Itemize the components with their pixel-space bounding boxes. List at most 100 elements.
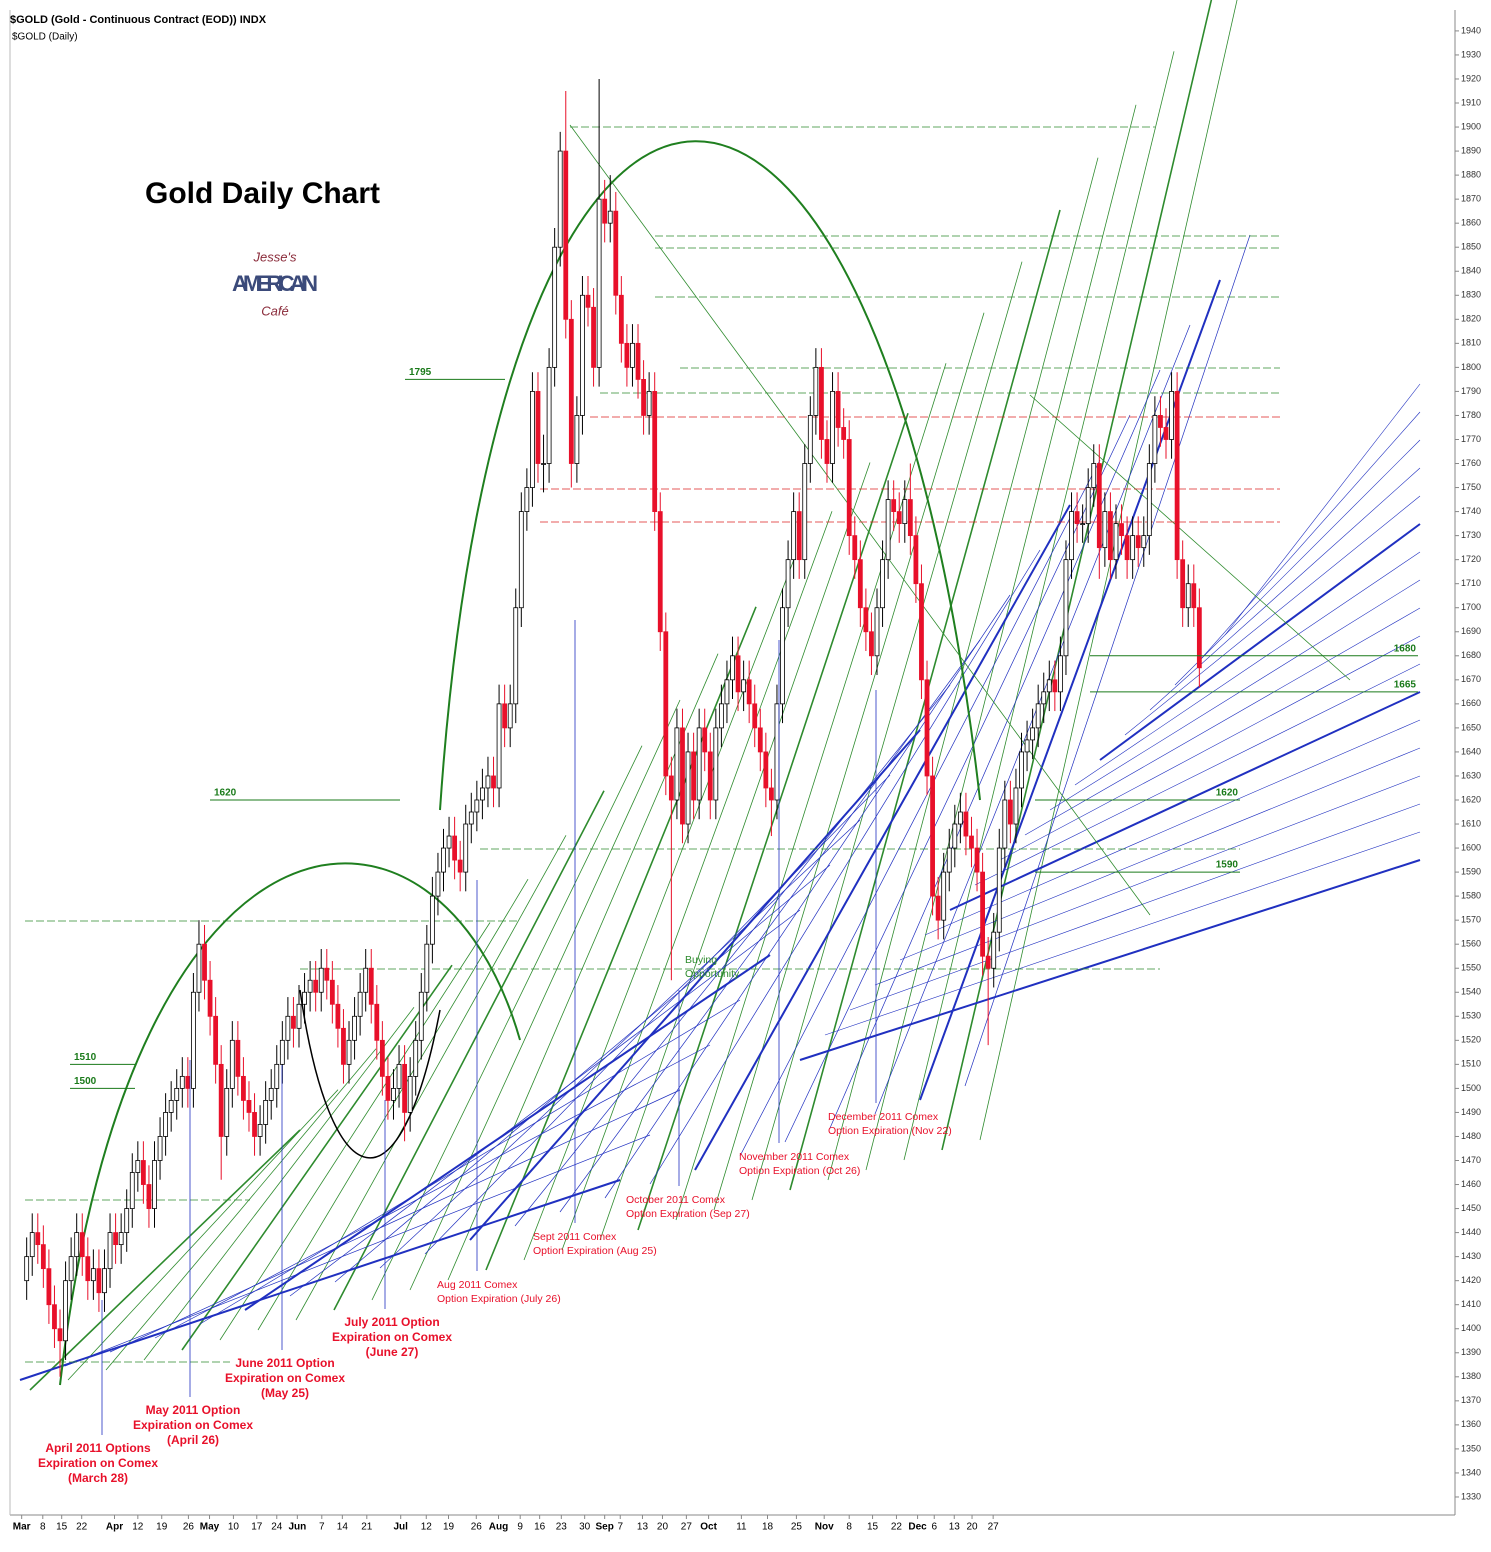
x-tick-label: 26 bbox=[471, 1522, 483, 1533]
candle-body bbox=[1135, 535, 1141, 549]
candle-body bbox=[168, 1100, 174, 1113]
candle-body bbox=[846, 439, 852, 537]
y-tick-label: 1640 bbox=[1461, 746, 1481, 756]
candle-body bbox=[835, 391, 841, 428]
candle-body bbox=[263, 1100, 269, 1125]
candle-body bbox=[702, 727, 708, 753]
candle-body bbox=[819, 366, 824, 440]
candle-body bbox=[496, 703, 502, 789]
fan-line bbox=[1224, 383, 1421, 636]
level-label: 1500 bbox=[74, 1076, 97, 1087]
candle-body bbox=[657, 511, 663, 633]
level-label: 1620 bbox=[214, 788, 237, 799]
x-tick-label: Oct bbox=[700, 1522, 717, 1533]
candle-body bbox=[441, 847, 446, 873]
y-tick-label: 1750 bbox=[1461, 482, 1481, 492]
candle-body bbox=[352, 1015, 357, 1041]
candle-body bbox=[207, 979, 213, 1017]
annotation: (June 27) bbox=[366, 1345, 419, 1359]
y-tick-label: 1700 bbox=[1461, 602, 1481, 612]
candle-body bbox=[630, 342, 635, 368]
candles bbox=[24, 78, 1202, 1377]
candle-body bbox=[902, 499, 908, 525]
y-tick-label: 1790 bbox=[1461, 386, 1481, 396]
candle-body bbox=[1102, 511, 1108, 549]
x-tick-label: 20 bbox=[657, 1522, 669, 1533]
x-tick-label: 16 bbox=[534, 1522, 546, 1533]
candle-body bbox=[179, 1075, 185, 1089]
x-tick-label: 18 bbox=[762, 1522, 774, 1533]
x-tick-label: 27 bbox=[681, 1522, 693, 1533]
fan-line bbox=[559, 639, 981, 1213]
candle-body bbox=[157, 1136, 163, 1161]
y-tick-label: 1850 bbox=[1461, 242, 1481, 252]
candle-body bbox=[1174, 391, 1180, 561]
candle-body bbox=[896, 511, 902, 525]
candle-body bbox=[824, 439, 830, 464]
candle-body bbox=[480, 787, 485, 801]
candle-body bbox=[191, 991, 196, 1089]
y-tick-label: 1440 bbox=[1461, 1227, 1481, 1237]
candle-body bbox=[1108, 511, 1113, 561]
candle-body bbox=[946, 847, 952, 873]
candle-body bbox=[641, 379, 646, 416]
candle-body bbox=[530, 391, 535, 488]
y-tick-label: 1830 bbox=[1461, 290, 1481, 300]
fan-line bbox=[799, 859, 1421, 1061]
candle-body bbox=[885, 499, 891, 561]
candle-body bbox=[1141, 535, 1147, 549]
fan-line bbox=[514, 684, 951, 1227]
fan-line bbox=[675, 363, 947, 1221]
candle-body bbox=[74, 1232, 80, 1258]
candle-body bbox=[363, 967, 369, 993]
fan-line bbox=[865, 104, 1137, 1171]
candle-body bbox=[969, 835, 974, 849]
fan-line bbox=[19, 1179, 621, 1381]
candle-body bbox=[140, 1160, 146, 1185]
candle-body bbox=[807, 415, 813, 464]
diag bbox=[569, 124, 1151, 916]
candle-body bbox=[1058, 655, 1063, 693]
candle-body bbox=[996, 847, 1002, 933]
candle-body bbox=[40, 1244, 46, 1270]
candle-body bbox=[1013, 787, 1019, 825]
x-tick-label: 10 bbox=[228, 1522, 240, 1533]
candle-body bbox=[224, 1087, 230, 1137]
candle-body bbox=[874, 607, 880, 657]
candle-body bbox=[852, 535, 858, 561]
fan-line bbox=[1049, 579, 1421, 811]
candle-body bbox=[891, 499, 897, 512]
candle-body bbox=[796, 511, 802, 561]
candle-body bbox=[730, 655, 735, 681]
candle-body bbox=[485, 775, 491, 789]
candle-body bbox=[513, 607, 519, 705]
candle-body bbox=[991, 931, 997, 969]
fan-line bbox=[143, 1007, 415, 1361]
candle-body bbox=[379, 1039, 385, 1077]
candle-body bbox=[857, 559, 863, 609]
candle-body bbox=[1030, 727, 1036, 741]
candle-body bbox=[418, 991, 424, 1041]
candle-body bbox=[35, 1232, 41, 1246]
candle-body bbox=[302, 991, 307, 1005]
candle-body bbox=[1163, 427, 1169, 440]
candle-body bbox=[424, 943, 430, 993]
fan-line bbox=[199, 999, 741, 1325]
candle-body bbox=[107, 1232, 113, 1270]
subheader: $GOLD (Daily) bbox=[12, 32, 78, 43]
y-tick-label: 1370 bbox=[1461, 1395, 1481, 1405]
candle-body bbox=[1196, 607, 1202, 669]
candle-body bbox=[246, 1100, 252, 1113]
y-tick-label: 1810 bbox=[1461, 338, 1481, 348]
candle-body bbox=[769, 787, 774, 801]
y-tick-label: 1560 bbox=[1461, 939, 1481, 949]
candle-body bbox=[1035, 703, 1041, 729]
candle-body bbox=[268, 1087, 274, 1101]
candle-body bbox=[102, 1268, 107, 1294]
fan-line bbox=[849, 803, 1421, 1011]
fan-line bbox=[29, 1129, 301, 1391]
y-tick-label: 1900 bbox=[1461, 121, 1481, 131]
candle-body bbox=[85, 1256, 91, 1282]
